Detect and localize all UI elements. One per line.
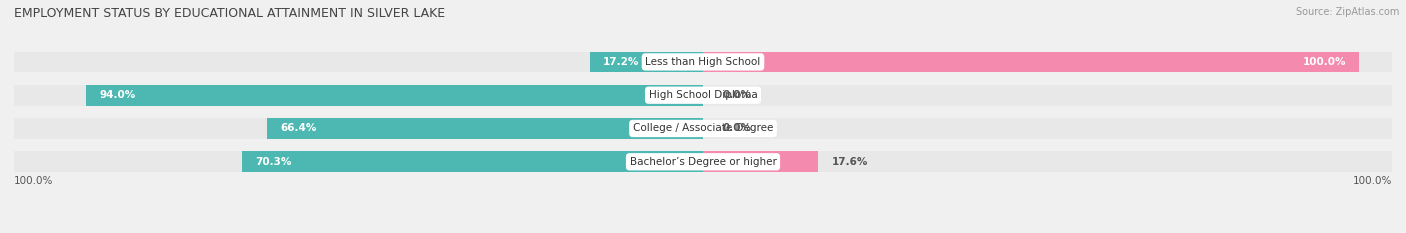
- Bar: [14, 85, 1392, 106]
- Text: Source: ZipAtlas.com: Source: ZipAtlas.com: [1295, 7, 1399, 17]
- Text: 100.0%: 100.0%: [14, 176, 53, 186]
- Text: EMPLOYMENT STATUS BY EDUCATIONAL ATTAINMENT IN SILVER LAKE: EMPLOYMENT STATUS BY EDUCATIONAL ATTAINM…: [14, 7, 446, 20]
- Text: 66.4%: 66.4%: [280, 123, 316, 134]
- Text: Less than High School: Less than High School: [645, 57, 761, 67]
- Text: 94.0%: 94.0%: [100, 90, 135, 100]
- Bar: [14, 151, 1392, 172]
- Bar: [703, 51, 1360, 72]
- Text: 100.0%: 100.0%: [1302, 57, 1346, 67]
- Bar: [267, 118, 703, 139]
- Bar: [242, 151, 703, 172]
- Text: 17.2%: 17.2%: [603, 57, 640, 67]
- Text: College / Associate Degree: College / Associate Degree: [633, 123, 773, 134]
- Bar: [703, 151, 818, 172]
- Text: 100.0%: 100.0%: [1353, 176, 1392, 186]
- Bar: [86, 85, 703, 106]
- Bar: [591, 51, 703, 72]
- Text: 0.0%: 0.0%: [723, 123, 752, 134]
- Bar: [14, 51, 1392, 72]
- Bar: [14, 118, 1392, 139]
- Text: 70.3%: 70.3%: [254, 157, 291, 167]
- Text: High School Diploma: High School Diploma: [648, 90, 758, 100]
- Text: 0.0%: 0.0%: [723, 90, 752, 100]
- Text: 17.6%: 17.6%: [831, 157, 868, 167]
- Text: Bachelor’s Degree or higher: Bachelor’s Degree or higher: [630, 157, 776, 167]
